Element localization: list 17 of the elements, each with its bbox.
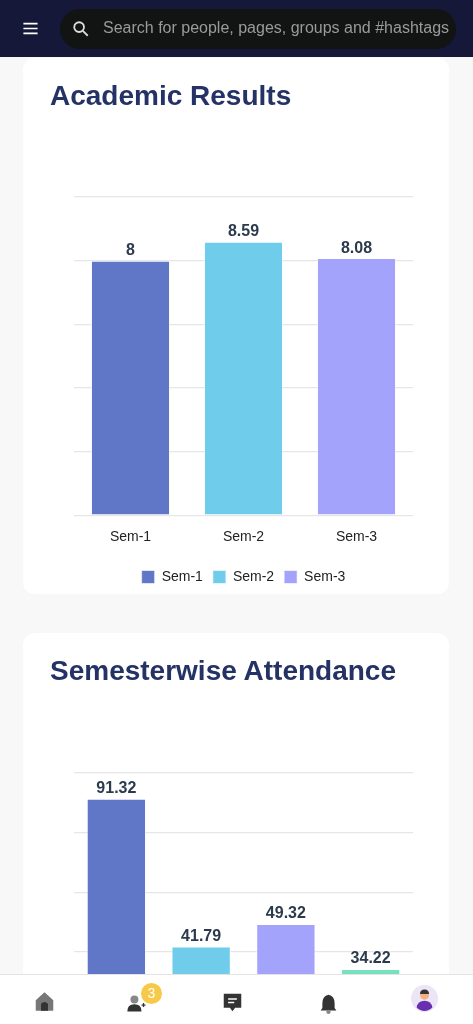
data-label: 8 [126,241,136,259]
x-tick-label: Sem-1 [109,528,152,545]
legend-label: Sem-2 [232,567,275,584]
x-tick-label: Sem-2 [222,528,265,545]
data-label: 41.79 [181,926,222,944]
data-label: 8.08 [340,238,373,256]
data-label: 8.59 [227,222,260,240]
data-label: 49.32 [265,904,306,922]
legend-label: Sem-1 [161,567,204,584]
x-tick-label: Sem-3 [335,528,378,545]
legend-label: Sem-3 [304,567,346,584]
chart-title: Academic Results [50,80,292,112]
data-label: 34.22 [350,949,391,967]
badge: 3 [141,983,162,1004]
text: Search for people, pages, groups and #hashtags [103,19,450,37]
data-label: 91.32 [96,779,137,797]
chart-title: Semesterwise Attendance [50,655,396,687]
